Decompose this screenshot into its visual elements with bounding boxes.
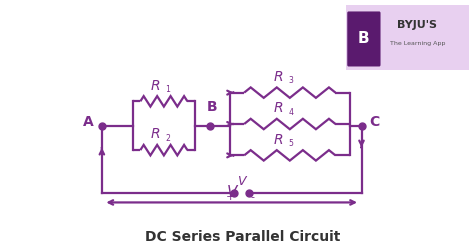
Text: The Learning App: The Learning App [390,41,445,46]
Text: B: B [207,100,217,114]
Text: B: B [358,31,370,47]
Text: $_2$: $_2$ [165,132,172,145]
FancyBboxPatch shape [347,11,381,66]
Text: -: - [250,192,254,202]
Text: $_1$: $_1$ [165,84,172,96]
Text: $R$: $R$ [150,127,161,141]
Text: C: C [369,115,380,129]
Text: $_3$: $_3$ [288,75,295,87]
Text: BYJU'S: BYJU'S [398,20,438,30]
Text: $R$: $R$ [273,101,283,115]
Text: $_5$: $_5$ [288,138,295,150]
Text: +: + [226,192,235,202]
Text: $R$: $R$ [273,133,283,147]
Text: $R$: $R$ [273,70,283,84]
FancyBboxPatch shape [345,4,471,70]
Text: $R$: $R$ [150,79,161,93]
Text: V: V [227,185,237,200]
Text: A: A [83,115,94,129]
Text: $_4$: $_4$ [288,106,295,119]
Text: V: V [237,175,246,188]
Text: DC Series Parallel Circuit: DC Series Parallel Circuit [145,230,341,244]
